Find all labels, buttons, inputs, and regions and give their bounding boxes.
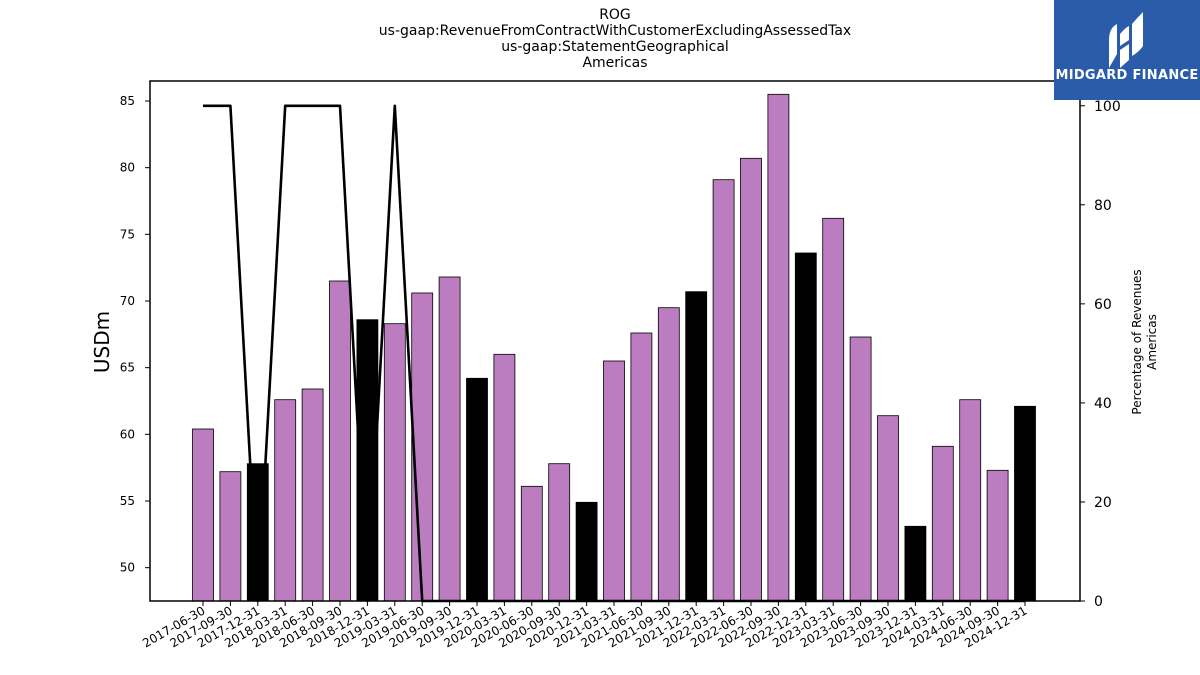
y2-axis-label: Percentage of Revenues — [1130, 269, 1144, 414]
midgard-logo-icon — [1109, 12, 1143, 68]
y-tick-label: 65 — [120, 361, 135, 375]
bar — [767, 93, 790, 602]
bar — [520, 485, 543, 602]
midgard-finance-logo: MIDGARD FINANCE — [1054, 0, 1200, 100]
chart-title-line-2: us-gaap:RevenueFromContractWithCustomerE… — [378, 23, 852, 39]
y2-axis-label: Americas — [1145, 314, 1159, 370]
y-tick-label: 80 — [120, 161, 135, 175]
bar — [986, 469, 1009, 602]
bar — [712, 179, 735, 602]
logo-text: MIDGARD FINANCE — [1055, 68, 1199, 83]
bar — [794, 252, 817, 602]
y2-tick-label: 40 — [1094, 396, 1112, 412]
bar — [192, 428, 214, 602]
y2-tick-label: 80 — [1094, 198, 1112, 214]
y2-tick-label: 0 — [1094, 594, 1103, 610]
bar — [466, 377, 488, 602]
bar — [904, 525, 927, 602]
bar — [822, 217, 845, 602]
y2-tick-label: 60 — [1094, 297, 1112, 313]
bar — [603, 360, 625, 602]
chart-title-line-4: Americas — [582, 55, 648, 71]
y2-tick-label: 100 — [1094, 99, 1121, 115]
bar — [849, 336, 872, 602]
bar — [630, 332, 653, 602]
bar — [685, 291, 708, 602]
bar — [438, 276, 461, 602]
bar — [548, 463, 571, 602]
chart-title-line-3: us-gaap:StatementGeographical — [501, 39, 729, 55]
bar — [301, 388, 324, 602]
bar — [657, 307, 680, 602]
bar — [575, 501, 598, 602]
bar — [329, 280, 351, 602]
y-tick-label: 70 — [120, 294, 135, 308]
chart-title-line-1: ROG — [599, 7, 631, 23]
bar — [931, 445, 954, 602]
y-tick-label: 50 — [120, 561, 135, 575]
bar — [877, 415, 899, 602]
plot-frame — [149, 80, 1081, 602]
y-tick-label: 60 — [120, 427, 135, 441]
bar — [219, 471, 242, 602]
y-tick-label: 85 — [120, 94, 135, 108]
bar — [383, 323, 406, 602]
y-tick-label: 55 — [120, 494, 135, 508]
bar — [274, 399, 297, 602]
bar — [959, 399, 982, 602]
bar — [740, 157, 762, 602]
y-tick-label: 75 — [120, 227, 135, 241]
y-axis-label: USDm — [90, 311, 114, 373]
y2-tick-label: 20 — [1094, 495, 1112, 511]
bar — [1014, 405, 1036, 602]
bar — [493, 353, 516, 602]
